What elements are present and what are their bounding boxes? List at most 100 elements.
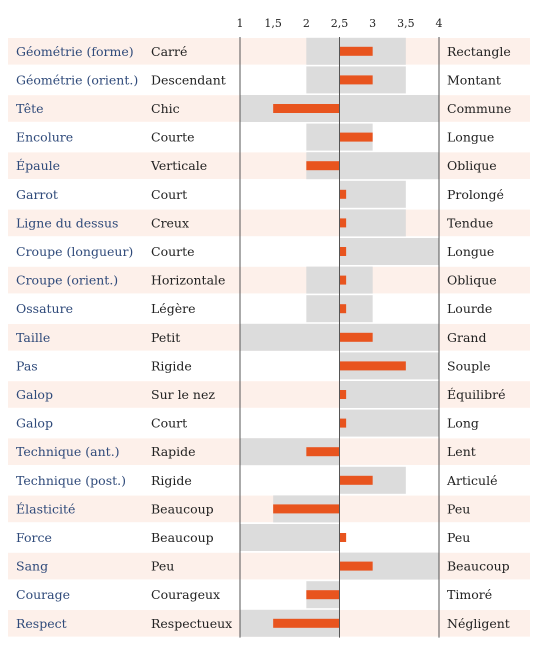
trait-label: Galop bbox=[16, 387, 53, 402]
trait-label: Pas bbox=[16, 358, 38, 373]
value-bar bbox=[273, 104, 340, 113]
row-stripe bbox=[8, 495, 530, 523]
low-label: Court bbox=[151, 187, 187, 202]
low-label: Respectueux bbox=[151, 616, 232, 631]
value-bar bbox=[306, 161, 340, 171]
value-bar bbox=[339, 189, 347, 199]
range-band bbox=[339, 209, 406, 237]
high-label: Rectangle bbox=[447, 44, 511, 59]
value-bars bbox=[273, 46, 406, 628]
range-band bbox=[339, 180, 406, 208]
trait-label: Ossature bbox=[16, 301, 73, 316]
trait-label: Encolure bbox=[16, 130, 73, 145]
trait-label: Sang bbox=[16, 559, 48, 574]
tick-label: 4 bbox=[436, 17, 443, 30]
value-bar bbox=[339, 561, 373, 571]
value-bar bbox=[339, 533, 347, 542]
value-bar bbox=[273, 504, 340, 514]
low-label: Petit bbox=[151, 330, 180, 345]
high-label: Souple bbox=[447, 358, 491, 373]
value-bar bbox=[339, 418, 347, 428]
trait-label: Taille bbox=[16, 330, 50, 345]
high-label: Articulé bbox=[446, 473, 497, 488]
trait-label: Technique (ant.) bbox=[16, 444, 120, 459]
row-stripe bbox=[8, 152, 530, 179]
value-bar bbox=[306, 590, 340, 600]
range-band bbox=[339, 238, 439, 265]
low-label: Beaucoup bbox=[151, 501, 214, 516]
high-label: Peu bbox=[447, 501, 470, 516]
row-stripe bbox=[8, 381, 530, 408]
high-label: Oblique bbox=[447, 273, 497, 288]
range-band bbox=[339, 381, 439, 408]
trait-label: Tête bbox=[16, 101, 44, 116]
value-bar bbox=[339, 75, 373, 85]
low-label: Verticale bbox=[150, 158, 207, 173]
trait-label: Force bbox=[16, 530, 52, 545]
low-label: Sur le nez bbox=[151, 387, 215, 402]
trait-label: Croupe (longueur) bbox=[16, 244, 133, 259]
value-bar bbox=[339, 275, 347, 285]
value-bar bbox=[339, 390, 347, 399]
high-label: Montant bbox=[447, 72, 501, 87]
low-label: Court bbox=[151, 416, 187, 431]
trait-label: Garrot bbox=[16, 187, 58, 202]
low-label: Peu bbox=[151, 559, 174, 574]
value-bar bbox=[339, 332, 373, 342]
value-bar bbox=[339, 475, 373, 485]
trait-label: Géométrie (forme) bbox=[16, 44, 134, 59]
high-label: Équilibré bbox=[447, 387, 506, 402]
low-label: Rigide bbox=[151, 473, 192, 488]
high-label: Commune bbox=[447, 101, 511, 116]
high-label: Lent bbox=[447, 444, 476, 459]
high-label: Oblique bbox=[447, 158, 497, 173]
high-label: Négligent bbox=[447, 616, 510, 631]
tick-label: 2,5 bbox=[331, 17, 349, 30]
low-label: Courageux bbox=[151, 587, 220, 602]
high-label: Longue bbox=[447, 130, 494, 145]
low-label: Creux bbox=[151, 215, 189, 230]
high-label: Lourde bbox=[447, 301, 492, 316]
value-bar bbox=[273, 618, 340, 628]
high-label: Prolongé bbox=[447, 187, 504, 202]
trait-label: Respect bbox=[16, 616, 67, 631]
low-label: Courte bbox=[151, 244, 195, 259]
value-bar bbox=[339, 46, 373, 56]
tick-label: 1,5 bbox=[264, 17, 282, 30]
low-label: Rigide bbox=[151, 358, 192, 373]
low-label: Légère bbox=[151, 301, 195, 316]
trait-label: Croupe (orient.) bbox=[16, 273, 118, 288]
range-band bbox=[339, 409, 439, 437]
high-label: Beaucoup bbox=[447, 559, 510, 574]
high-label: Long bbox=[447, 416, 479, 431]
low-label: Rapide bbox=[151, 444, 196, 459]
trait-label: Élasticité bbox=[16, 501, 75, 516]
low-label: Courte bbox=[151, 130, 195, 145]
low-label: Carré bbox=[151, 44, 187, 59]
axis-lines bbox=[239, 37, 440, 638]
low-label: Descendant bbox=[151, 72, 226, 87]
high-label: Grand bbox=[447, 330, 486, 345]
low-label: Horizontale bbox=[151, 273, 225, 288]
trait-label: Géométrie (orient.) bbox=[16, 72, 138, 87]
trait-label: Technique (post.) bbox=[16, 473, 126, 488]
trait-label: Ligne du dessus bbox=[16, 215, 118, 230]
trait-label: Épaule bbox=[16, 158, 60, 173]
trait-label: Galop bbox=[16, 416, 53, 431]
row-stripe bbox=[8, 209, 530, 237]
value-bar bbox=[339, 247, 347, 256]
value-bar bbox=[339, 132, 373, 142]
high-label: Tendue bbox=[447, 215, 493, 230]
value-bar bbox=[339, 218, 347, 228]
row-stripe bbox=[8, 552, 530, 580]
tick-label: 2 bbox=[303, 17, 310, 30]
row-stripe bbox=[8, 38, 530, 65]
tick-label: 1 bbox=[237, 17, 244, 30]
range-band bbox=[240, 524, 340, 551]
tick-label: 3 bbox=[369, 17, 376, 30]
value-bar bbox=[339, 304, 347, 314]
tick-labels: 1 1,5 2 2,5 3 3,5 4 bbox=[237, 17, 443, 30]
low-label: Beaucoup bbox=[151, 530, 214, 545]
high-label: Timoré bbox=[447, 587, 492, 602]
